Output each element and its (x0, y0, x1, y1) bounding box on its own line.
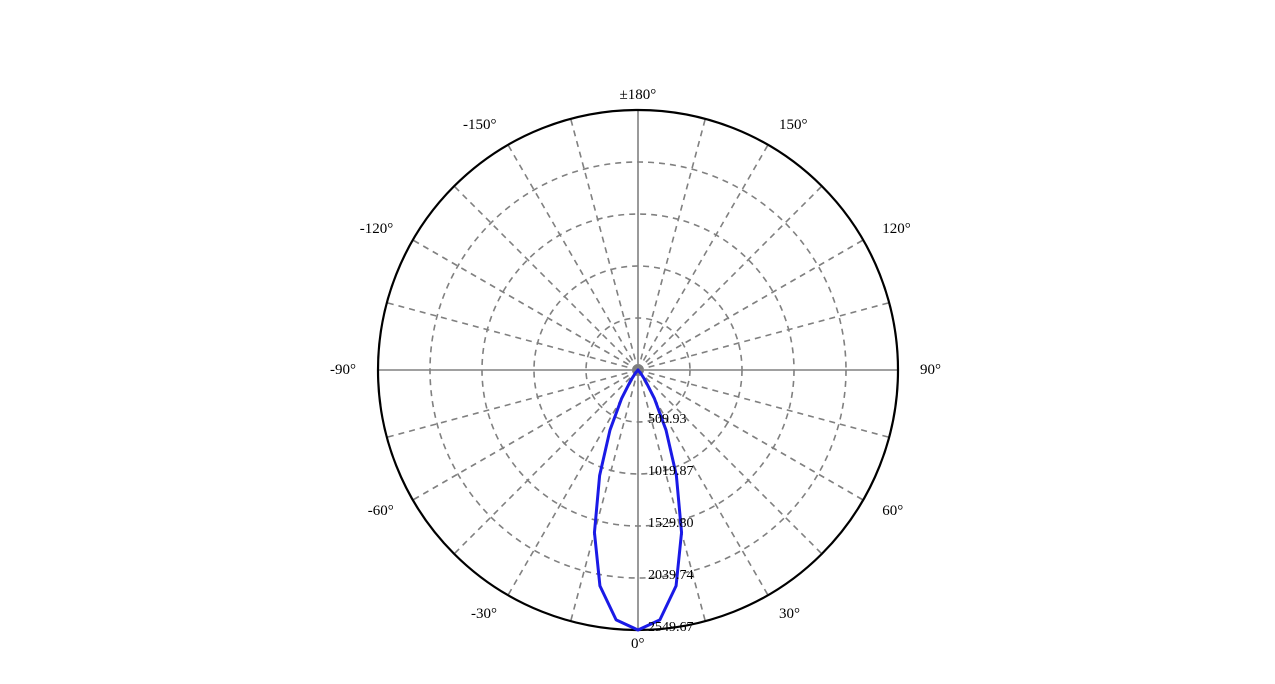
angle-tick-label: 0° (631, 636, 645, 653)
radial-tick-label: 2549.67 (648, 620, 694, 636)
grid-spoke (387, 370, 638, 437)
grid-spoke (571, 370, 638, 621)
angle-tick-label: 30° (779, 606, 800, 623)
grid-spoke (387, 303, 638, 370)
grid-spoke (413, 240, 638, 370)
polar-chart-stage: 0° 30° 60° 90° 120° 150° ±180° -150° -120° -90° -6… (0, 0, 1275, 684)
grid-spoke (638, 370, 863, 500)
angle-tick-label: 60° (882, 503, 903, 520)
grid-spoke (454, 370, 638, 554)
grid-spoke (638, 119, 705, 370)
angle-tick-label: -90° (330, 362, 356, 379)
angle-tick-label: 120° (882, 221, 911, 238)
radial-tick-label: 1529.80 (648, 516, 694, 532)
grid-spoke (638, 303, 889, 370)
radial-tick-label: 1019.87 (648, 464, 694, 480)
angle-tick-label: 90° (920, 362, 941, 379)
radial-tick-label: 509.93 (648, 412, 687, 428)
radial-tick-label: 2039.74 (648, 568, 694, 584)
grid-spoke (571, 119, 638, 370)
angle-tick-label: ±180° (620, 87, 657, 104)
grid-spoke (454, 186, 638, 370)
angle-tick-label: -120° (360, 221, 394, 238)
grid-spoke (638, 186, 822, 370)
angle-tick-label: -150° (463, 117, 497, 134)
angle-tick-label: -30° (471, 606, 497, 623)
grid-spoke (508, 145, 638, 370)
grid-spoke (638, 240, 863, 370)
angle-tick-label: -60° (368, 503, 394, 520)
angle-tick-label: 150° (779, 117, 808, 134)
grid-spoke (413, 370, 638, 500)
grid-spoke (638, 145, 768, 370)
